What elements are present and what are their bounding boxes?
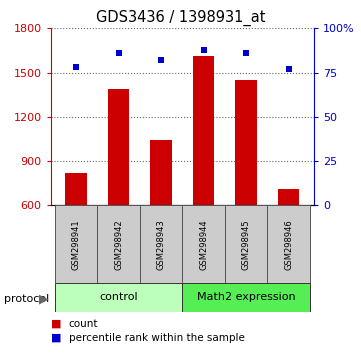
Text: GSM298946: GSM298946 [284,219,293,270]
Point [116,50,121,56]
Text: percentile rank within the sample: percentile rank within the sample [69,333,244,343]
Bar [182,283,310,312]
Text: GSM298942: GSM298942 [114,219,123,270]
Text: GSM298943: GSM298943 [157,219,166,270]
Bar [267,205,310,283]
Point [286,66,291,72]
Text: GSM298944: GSM298944 [199,219,208,270]
Text: Math2 expression: Math2 expression [197,292,295,302]
Text: ■: ■ [51,333,61,343]
Point [158,57,164,63]
Bar [278,189,299,205]
Text: ■: ■ [51,319,61,329]
Bar [65,173,87,205]
Bar [225,205,267,283]
Text: count: count [69,319,98,329]
Point [243,50,249,56]
Bar [97,205,140,283]
Bar [55,205,97,283]
Text: GDS3436 / 1398931_at: GDS3436 / 1398931_at [96,10,265,26]
Point [73,64,79,70]
Bar [151,141,172,205]
Bar [55,283,182,312]
Bar [140,205,182,283]
Text: protocol: protocol [4,294,49,304]
Text: GSM298941: GSM298941 [71,219,81,270]
Bar [235,80,257,205]
Bar [108,89,129,205]
Text: control: control [99,292,138,302]
Text: GSM298945: GSM298945 [242,219,251,270]
Bar [193,56,214,205]
Text: ▶: ▶ [39,293,49,306]
Bar [182,205,225,283]
Point [201,47,206,52]
